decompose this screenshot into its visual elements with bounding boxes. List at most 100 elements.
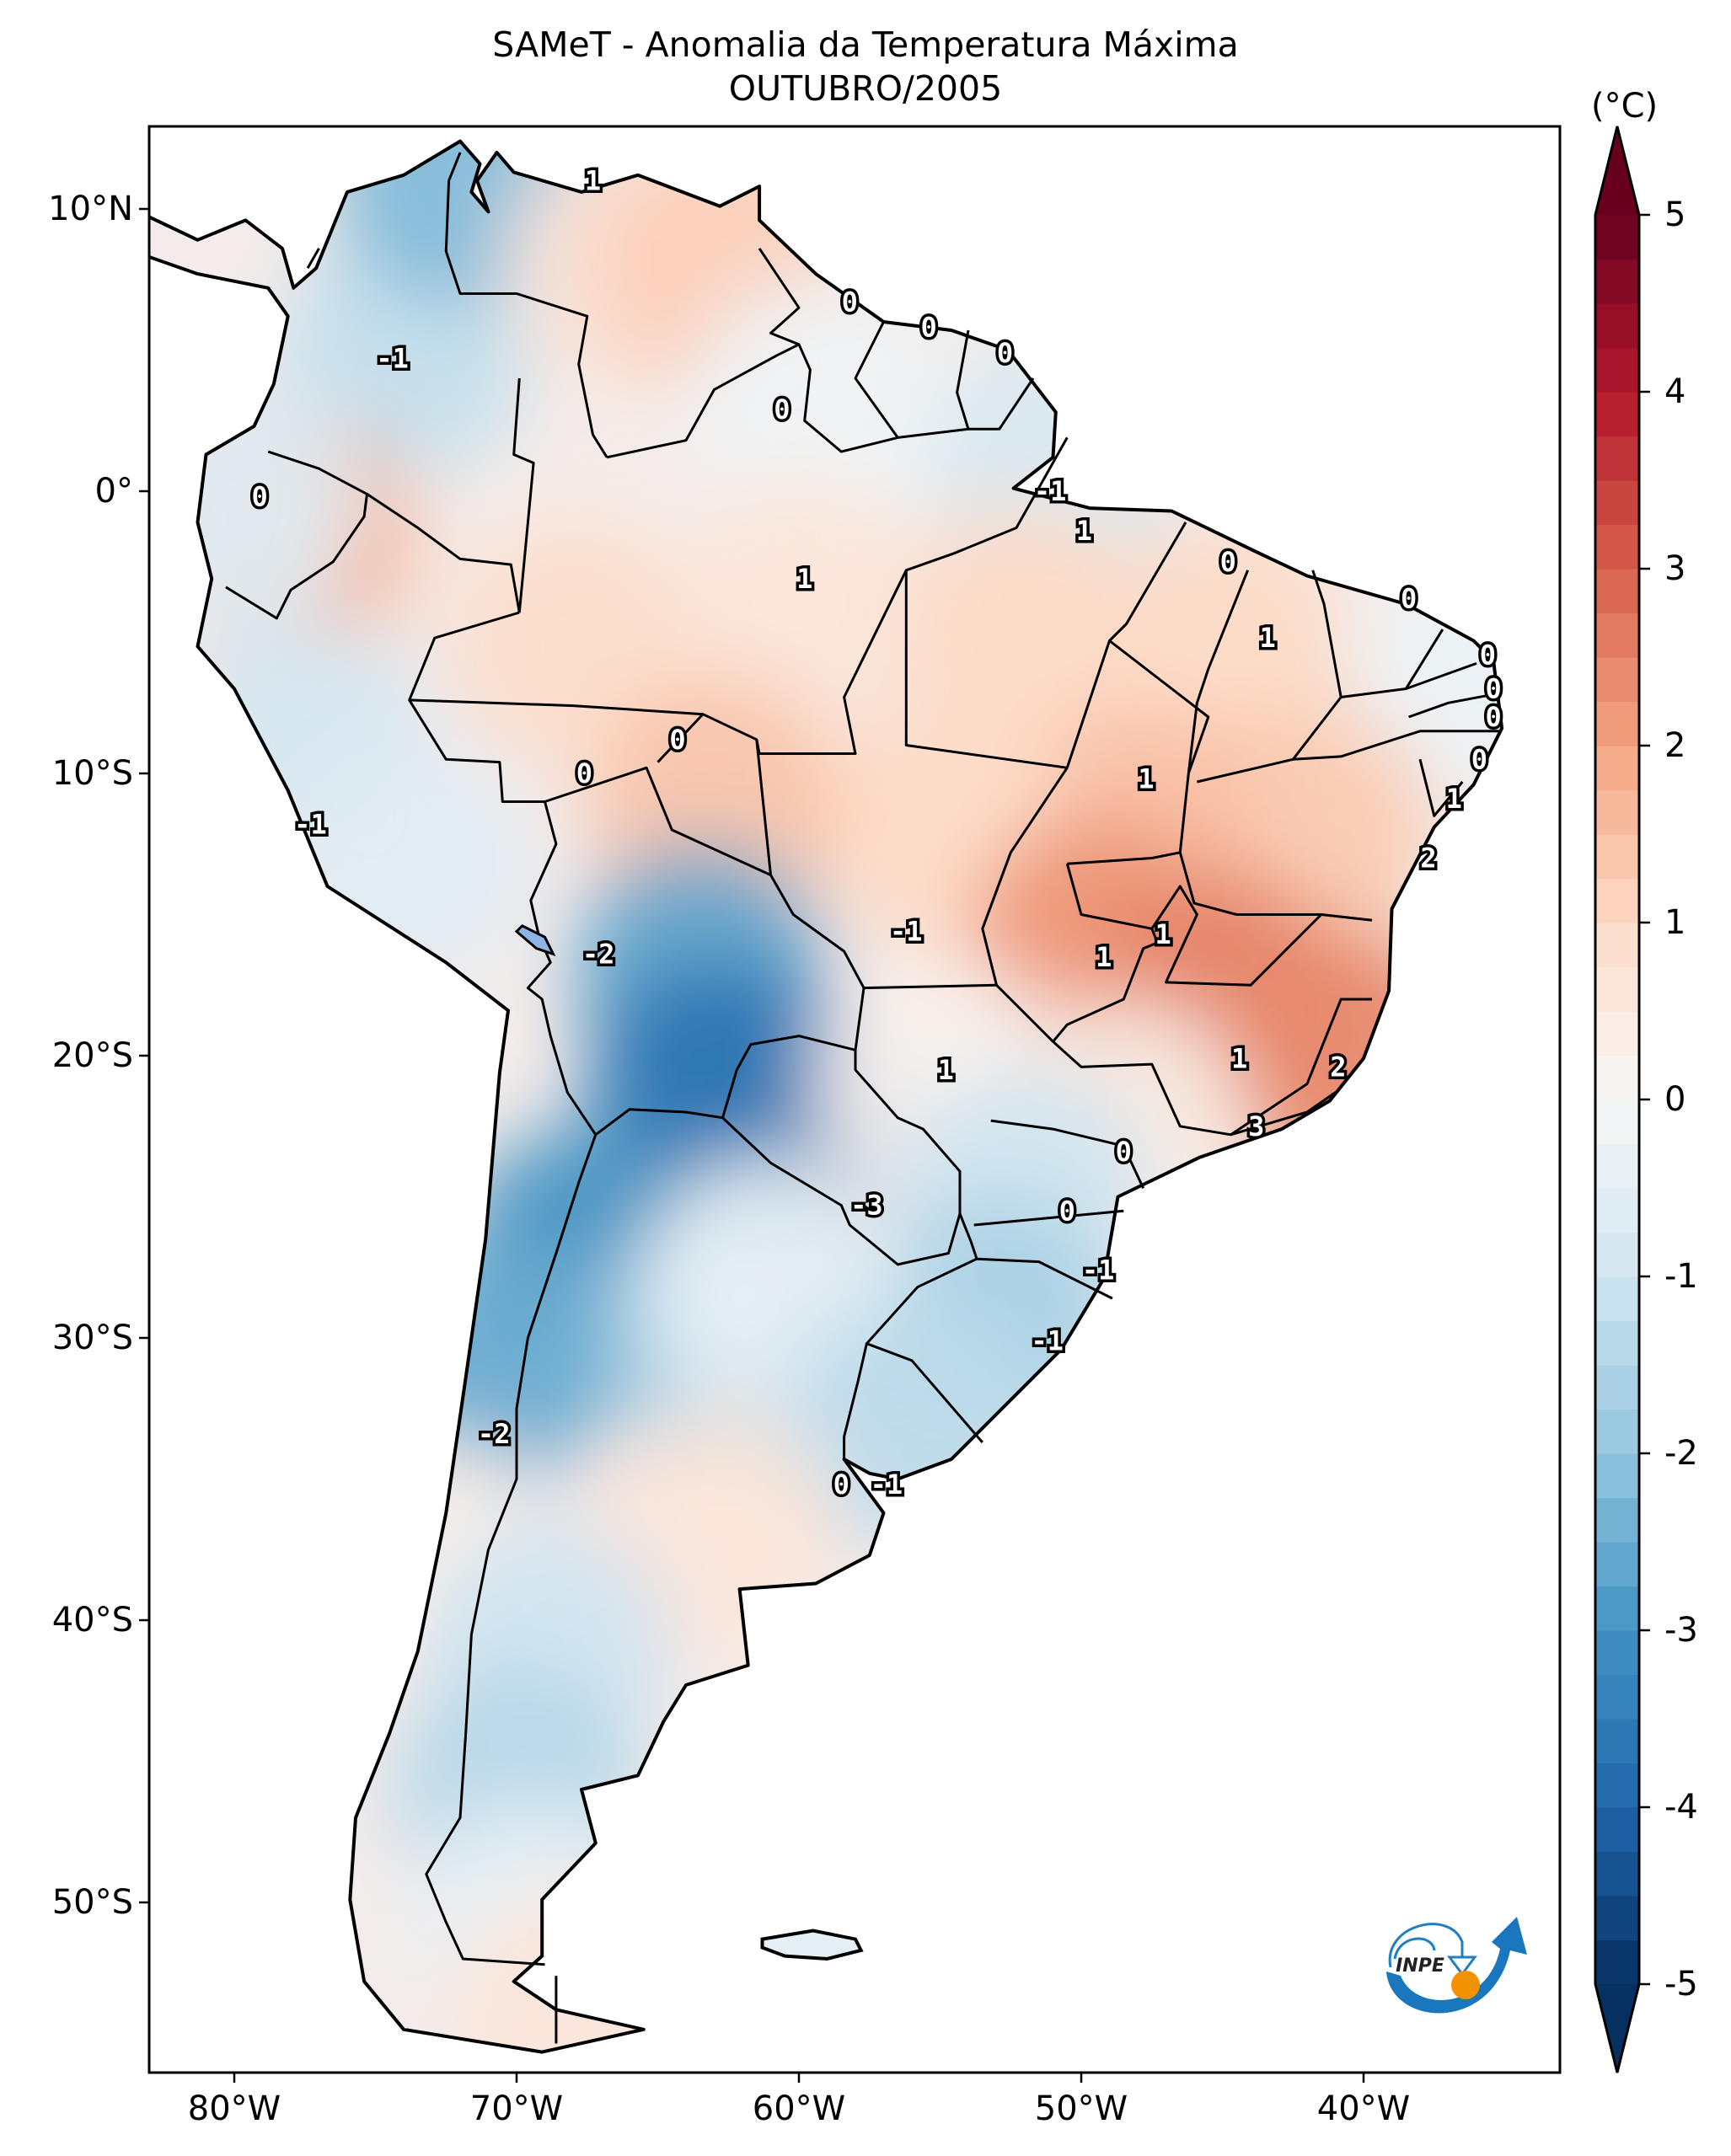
border-line: [366, 493, 521, 613]
colorbar-segment: [1595, 524, 1639, 570]
contour-label: 1: [1155, 918, 1171, 950]
border-line: [854, 1050, 962, 1214]
colorbar-segment: [1595, 1320, 1639, 1366]
contour-label: -1: [294, 808, 327, 840]
colorbar-segment: [1595, 347, 1639, 393]
x-tick-label: 80°W: [187, 2089, 281, 2128]
contour-label: 0: [833, 1469, 849, 1501]
y-tick-label: 50°S: [51, 1883, 133, 1922]
contour-label: -1: [1034, 475, 1067, 507]
contour-label: 0: [1485, 673, 1501, 705]
border-line: [755, 739, 772, 875]
border-line: [863, 983, 997, 990]
islands: [760, 1929, 864, 1961]
contour-label: 0: [842, 286, 858, 318]
colorbar-segment: [1595, 1896, 1639, 1941]
colorbar-segment: [1595, 1011, 1639, 1057]
contour-label: 1: [1076, 515, 1092, 547]
border-line: [1418, 758, 1464, 817]
y-tick-label: 10°S: [51, 754, 133, 793]
colorbar: [1594, 126, 1650, 2073]
colorbar-tick-label: -4: [1664, 1788, 1698, 1827]
y-tick-label: 0°: [94, 472, 133, 511]
colorbar-segment: [1595, 1099, 1639, 1145]
colorbar-segment: [1595, 613, 1639, 658]
border-line: [444, 152, 608, 458]
border-line: [1187, 570, 1249, 774]
colorbar-segment: [1595, 1055, 1639, 1100]
border-line: [758, 248, 898, 453]
colorbar-segment: [1595, 657, 1639, 703]
figure-subtitle: OUTUBRO/2005: [728, 68, 1003, 109]
border-line: [1408, 693, 1494, 719]
colorbar-tick-label: -2: [1664, 1434, 1698, 1473]
border-line: [1052, 998, 1372, 1137]
lake-titicaca: [514, 924, 556, 956]
border-line: [1052, 863, 1159, 1043]
border-line: [981, 767, 1069, 1043]
border-line: [606, 343, 800, 459]
colorbar-segment: [1595, 966, 1639, 1012]
colorbar-min-arrow: [1595, 1984, 1639, 2073]
border-line: [594, 1035, 856, 1137]
contour-label: 0: [1480, 639, 1496, 671]
contour-label: -1: [871, 1469, 903, 1501]
border-line: [854, 321, 899, 439]
colorbar-segment: [1595, 1409, 1639, 1454]
contour-label: 0: [1220, 546, 1236, 578]
colorbar-segment: [1595, 878, 1639, 923]
logo-swirl-line: [1388, 1923, 1464, 1968]
contour-label: 0: [920, 312, 936, 344]
anomaly-blob: [686, 280, 940, 533]
contour-label: 1: [1259, 622, 1275, 654]
colorbar-segment: [1595, 436, 1639, 481]
contour-label: 1: [1446, 783, 1462, 815]
border-line: [866, 1342, 983, 1443]
contour-label: 1: [585, 165, 601, 197]
border-line: [721, 1116, 962, 1266]
border-line: [512, 377, 535, 613]
x-tick-label: 50°W: [1034, 2089, 1128, 2128]
colorbar-segment: [1595, 1939, 1639, 1985]
continent-outline: [149, 139, 1504, 2054]
coastline: [149, 139, 1504, 2054]
colorbar-segment: [1595, 215, 1639, 260]
colorbar-segment: [1595, 303, 1639, 349]
logo-text: INPE: [1396, 1955, 1444, 1977]
contour-label: 0: [1485, 701, 1501, 733]
y-tick-label: 40°S: [51, 1601, 133, 1640]
contour-label: 0: [774, 393, 790, 425]
border-line: [526, 801, 598, 1136]
colorbar-segment: [1595, 1453, 1639, 1499]
border-line: [968, 377, 1035, 431]
contour-label: 1: [1096, 941, 1112, 973]
border-line: [1405, 661, 1477, 690]
colorbar-tick-label: 0: [1664, 1080, 1686, 1119]
border-line: [1178, 852, 1373, 922]
border-line: [1067, 639, 1210, 865]
contour-label: 1: [796, 563, 812, 595]
x-tick-label: 60°W: [752, 2089, 846, 2128]
border-line: [1150, 885, 1322, 987]
colorbar-segment: [1595, 834, 1639, 880]
colorbar-tick-label: 2: [1664, 726, 1686, 765]
colorbar-segment: [1595, 1719, 1639, 1764]
colorbar-segment: [1595, 1763, 1639, 1808]
colorbar-segment: [1595, 1276, 1639, 1322]
colorbar-segment: [1595, 1542, 1639, 1587]
figure-title: SAMeT - Anomalia da Temperatura Máxima: [492, 24, 1239, 65]
border-line: [409, 698, 704, 716]
inpe-logo: INPE: [1386, 1917, 1527, 2014]
border-line: [973, 1209, 1124, 1227]
border-line: [425, 1134, 598, 1966]
anomaly-blob: [898, 506, 1151, 759]
border-line: [1293, 730, 1499, 761]
border-line: [544, 766, 866, 1051]
falkland-islands: [760, 1929, 864, 1961]
contour-label: 0: [1401, 582, 1417, 614]
colorbar-segment: [1595, 923, 1639, 968]
anomaly-blob: [673, 478, 925, 730]
contour-label: 0: [252, 481, 268, 513]
border-line: [1230, 1091, 1337, 1137]
